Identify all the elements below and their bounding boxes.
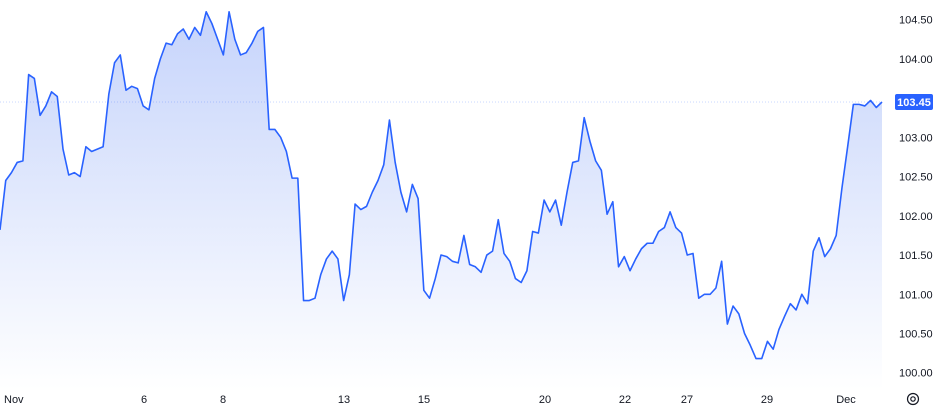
x-tick-label: Dec: [836, 394, 856, 406]
x-tick-label: 29: [761, 394, 773, 406]
y-tick-label: 101.00: [899, 289, 933, 301]
y-tick-label: 100.50: [899, 329, 933, 341]
gear-icon: [906, 392, 920, 406]
x-tick-label: 27: [681, 394, 693, 406]
y-tick-label: 104.50: [899, 15, 933, 27]
y-tick-label: 103.00: [899, 132, 933, 144]
x-tick-label: Nov: [4, 394, 24, 406]
x-tick-label: 22: [619, 394, 631, 406]
last-price-label: 103.45: [897, 97, 931, 109]
last-price-badge: [895, 94, 933, 111]
x-tick-label: 6: [141, 394, 147, 406]
price-area: [0, 11, 882, 391]
y-tick-label: 104.00: [899, 54, 933, 66]
y-tick-label: 102.50: [899, 172, 933, 184]
x-tick-label: 8: [220, 394, 226, 406]
x-tick-label: 15: [418, 394, 430, 406]
settings-button[interactable]: [906, 392, 920, 406]
x-tick-label: 20: [539, 394, 551, 406]
y-tick-label: 102.00: [899, 211, 933, 223]
y-tick-label: 101.50: [899, 250, 933, 262]
price-line: [0, 10, 883, 360]
x-tick-label: 13: [338, 394, 350, 406]
y-tick-label: 100.00: [899, 368, 933, 380]
